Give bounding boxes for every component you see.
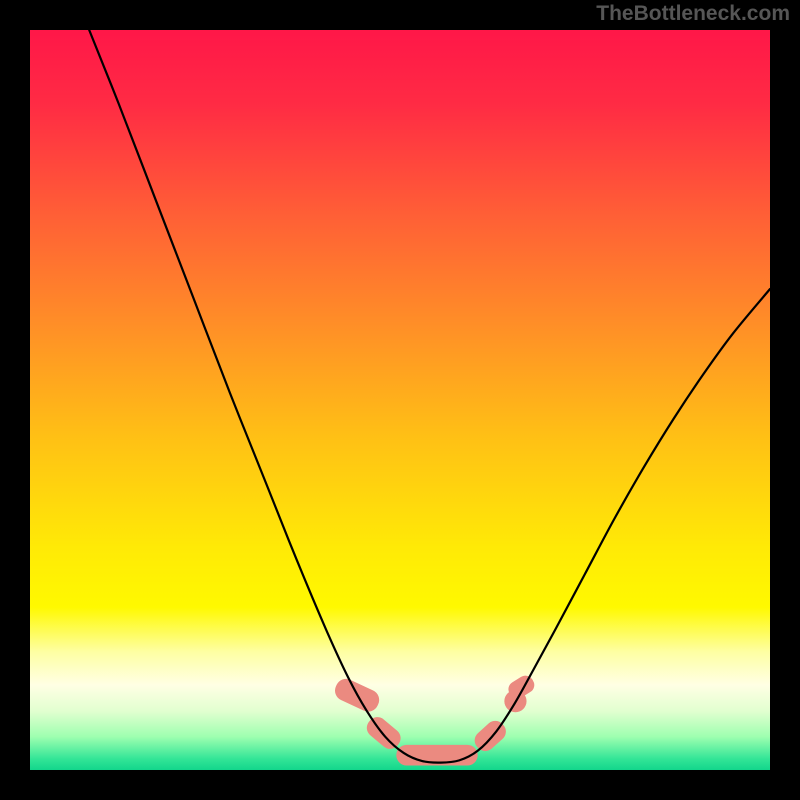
bottleneck-curve-chart [0,0,800,800]
attribution-label: TheBottleneck.com [596,2,790,26]
chart-container: TheBottleneck.com [0,0,800,800]
plot-background [30,30,770,770]
